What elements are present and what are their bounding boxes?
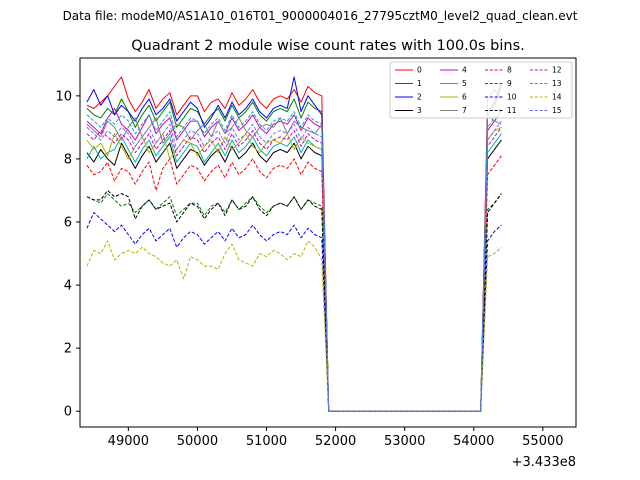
legend-label-7: 7 bbox=[462, 106, 467, 115]
x-offset-label: +3.433e8 bbox=[512, 455, 576, 470]
plot-area bbox=[79, 57, 577, 428]
legend-label-13: 13 bbox=[552, 79, 562, 88]
x-tick-label: 49000 bbox=[108, 434, 149, 449]
x-axis: 49000 50000 51000 52000 53000 54000 55000 bbox=[108, 427, 564, 449]
legend-label-8: 8 bbox=[507, 66, 512, 75]
x-tick-label: 53000 bbox=[384, 434, 425, 449]
legend-label-14: 14 bbox=[552, 93, 562, 102]
chart-title: Quadrant 2 module wise count rates with … bbox=[131, 38, 525, 54]
y-tick-label: 4 bbox=[64, 279, 72, 294]
y-tick-label: 10 bbox=[55, 89, 72, 104]
y-tick-label: 0 bbox=[64, 405, 72, 420]
axes-frame bbox=[79, 57, 577, 428]
y-axis: 0 2 4 6 8 10 bbox=[55, 89, 80, 420]
legend-label-1: 1 bbox=[417, 79, 422, 88]
data-file-suptitle: Data file: modeM0/AS1A10_016T01_90000040… bbox=[63, 9, 578, 23]
legend-label-2: 2 bbox=[417, 93, 422, 102]
x-tick-label: 52000 bbox=[315, 434, 356, 449]
y-tick-label: 2 bbox=[64, 342, 72, 357]
legend-label-15: 15 bbox=[552, 106, 562, 115]
x-tick-label: 50000 bbox=[177, 434, 218, 449]
series-lines bbox=[86, 76, 502, 412]
series-line-15 bbox=[86, 120, 502, 412]
y-tick-label: 8 bbox=[64, 152, 72, 167]
legend-label-10: 10 bbox=[507, 93, 517, 102]
legend-label-0: 0 bbox=[417, 66, 422, 75]
series-line-14 bbox=[86, 240, 502, 412]
legend-box bbox=[389, 61, 573, 119]
series-line-10 bbox=[86, 212, 502, 412]
x-tick-label: 54000 bbox=[453, 434, 494, 449]
legend-label-11: 11 bbox=[507, 106, 517, 115]
legend-label-5: 5 bbox=[462, 79, 467, 88]
legend-label-6: 6 bbox=[462, 93, 467, 102]
legend-label-9: 9 bbox=[507, 79, 512, 88]
x-tick-label: 55000 bbox=[522, 434, 563, 449]
legend-label-3: 3 bbox=[417, 106, 422, 115]
legend-label-12: 12 bbox=[552, 66, 562, 75]
y-tick-label: 6 bbox=[64, 216, 72, 231]
x-tick-label: 51000 bbox=[246, 434, 287, 449]
legend-label-4: 4 bbox=[462, 66, 467, 75]
